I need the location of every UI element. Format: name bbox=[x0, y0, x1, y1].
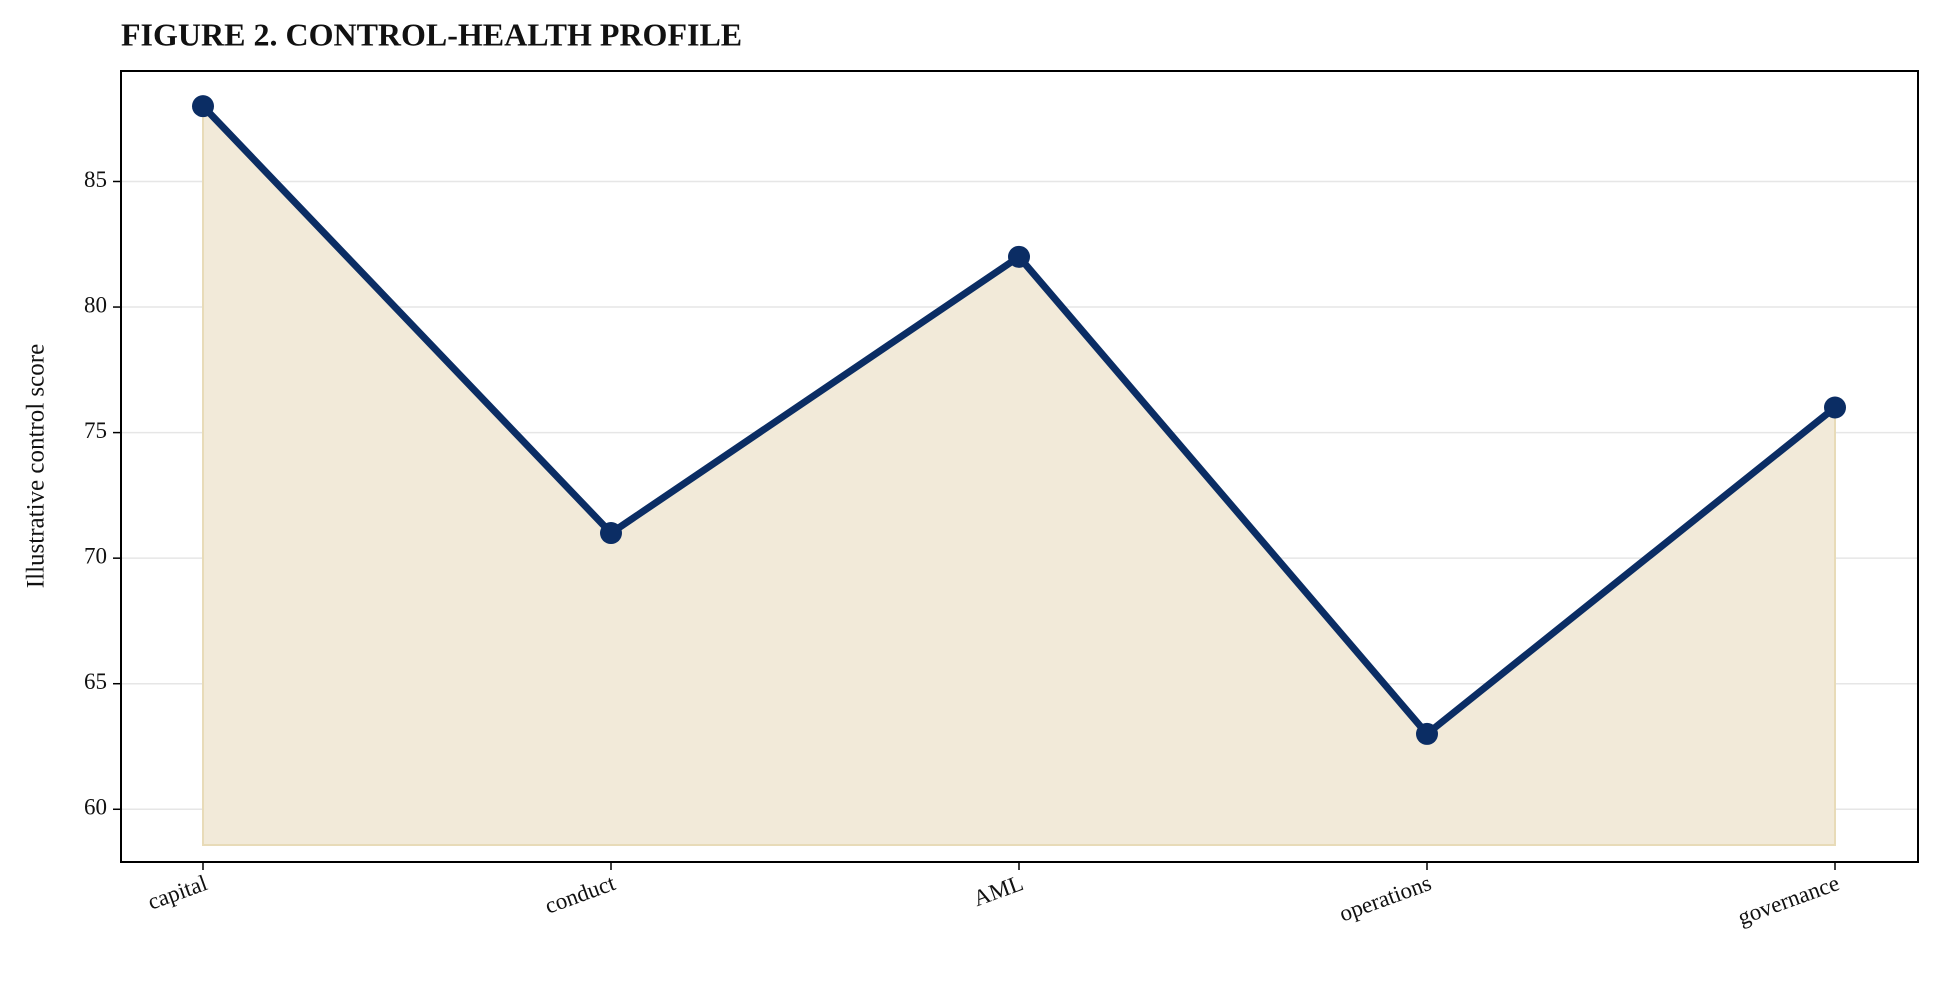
plot-frame bbox=[120, 70, 1919, 863]
y-axis-label: Illustrative control score bbox=[23, 344, 50, 588]
y-tick-label: 75 bbox=[84, 418, 107, 443]
x-tick-label: operations bbox=[1336, 870, 1435, 926]
y-tick-label: 85 bbox=[84, 167, 107, 192]
y-tick-label: 60 bbox=[84, 795, 107, 820]
x-tick-label: capital bbox=[144, 870, 210, 914]
point bbox=[192, 95, 214, 118]
chart-title: FIGURE 2. CONTROL-HEALTH PROFILE bbox=[121, 16, 742, 52]
point bbox=[1824, 396, 1846, 419]
y-tick-label: 65 bbox=[84, 669, 107, 694]
y-tick-label: 80 bbox=[84, 292, 107, 317]
point bbox=[1008, 245, 1030, 268]
point bbox=[600, 522, 622, 545]
y-tick-label: 70 bbox=[84, 543, 107, 568]
point bbox=[1416, 722, 1438, 745]
x-tick-label: AML bbox=[970, 870, 1027, 911]
area bbox=[202, 103, 1836, 846]
x-tick-label: governance bbox=[1734, 870, 1842, 930]
x-tick-label: conduct bbox=[542, 870, 620, 919]
